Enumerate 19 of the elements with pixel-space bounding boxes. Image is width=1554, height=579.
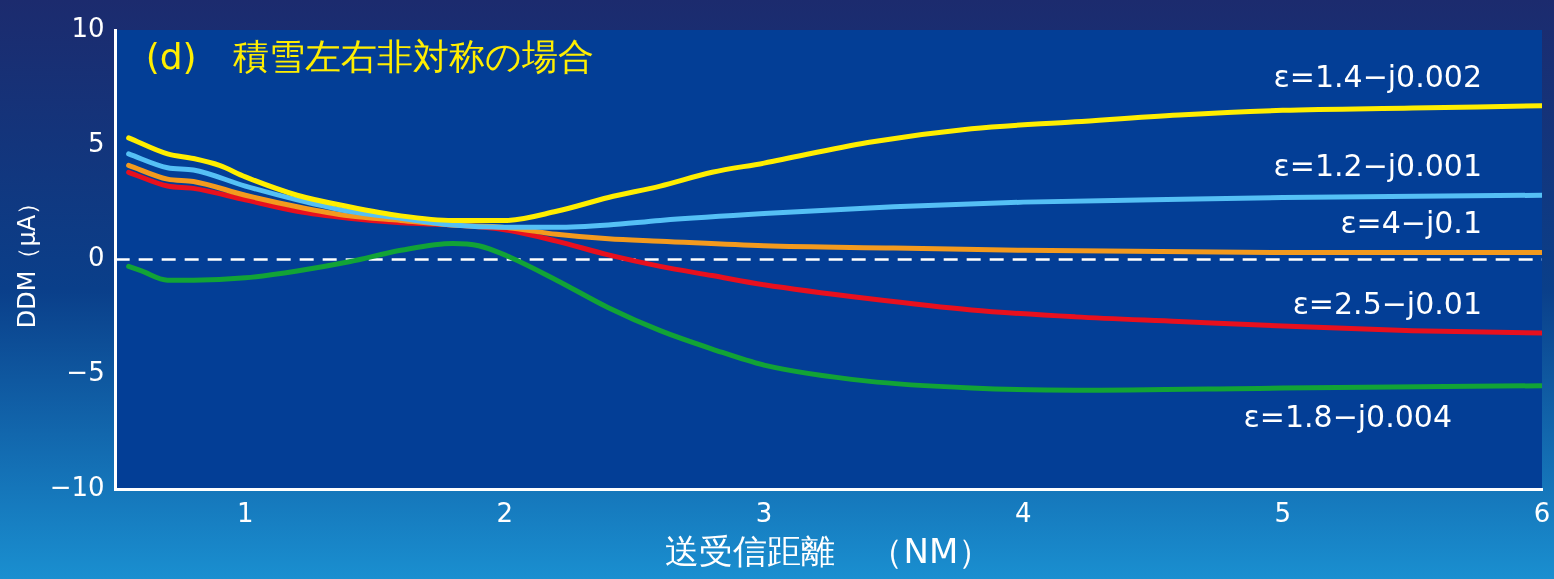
y-tick-label: 5	[88, 127, 105, 158]
x-tick-label: 1	[237, 498, 254, 529]
x-tick-label: 3	[755, 498, 773, 529]
x-axis-title: 送受信距離 （NM）	[665, 531, 993, 572]
y-axis-title: DDM（μA）	[12, 190, 41, 329]
x-tick-label: 5	[1274, 498, 1291, 529]
x-tick-label: 4	[1015, 498, 1032, 529]
x-tick-label: 2	[496, 498, 513, 529]
chart-title: (d) 積雪左右非対称の場合	[145, 36, 594, 78]
series-label: ε=1.8−j0.004	[1243, 398, 1452, 434]
series-label: ε=1.2−j0.001	[1273, 148, 1482, 184]
x-tick-label: 6	[1533, 498, 1551, 529]
y-tick-label: −10	[49, 471, 105, 502]
series-label: ε=2.5−j0.01	[1292, 285, 1482, 321]
series-label: ε=1.4−j0.002	[1273, 58, 1482, 94]
series-label: ε=4−j0.1	[1340, 205, 1482, 241]
y-tick-label: 10	[71, 12, 105, 43]
y-tick-label: −5	[66, 357, 105, 387]
y-tick-label: 0	[88, 242, 105, 273]
